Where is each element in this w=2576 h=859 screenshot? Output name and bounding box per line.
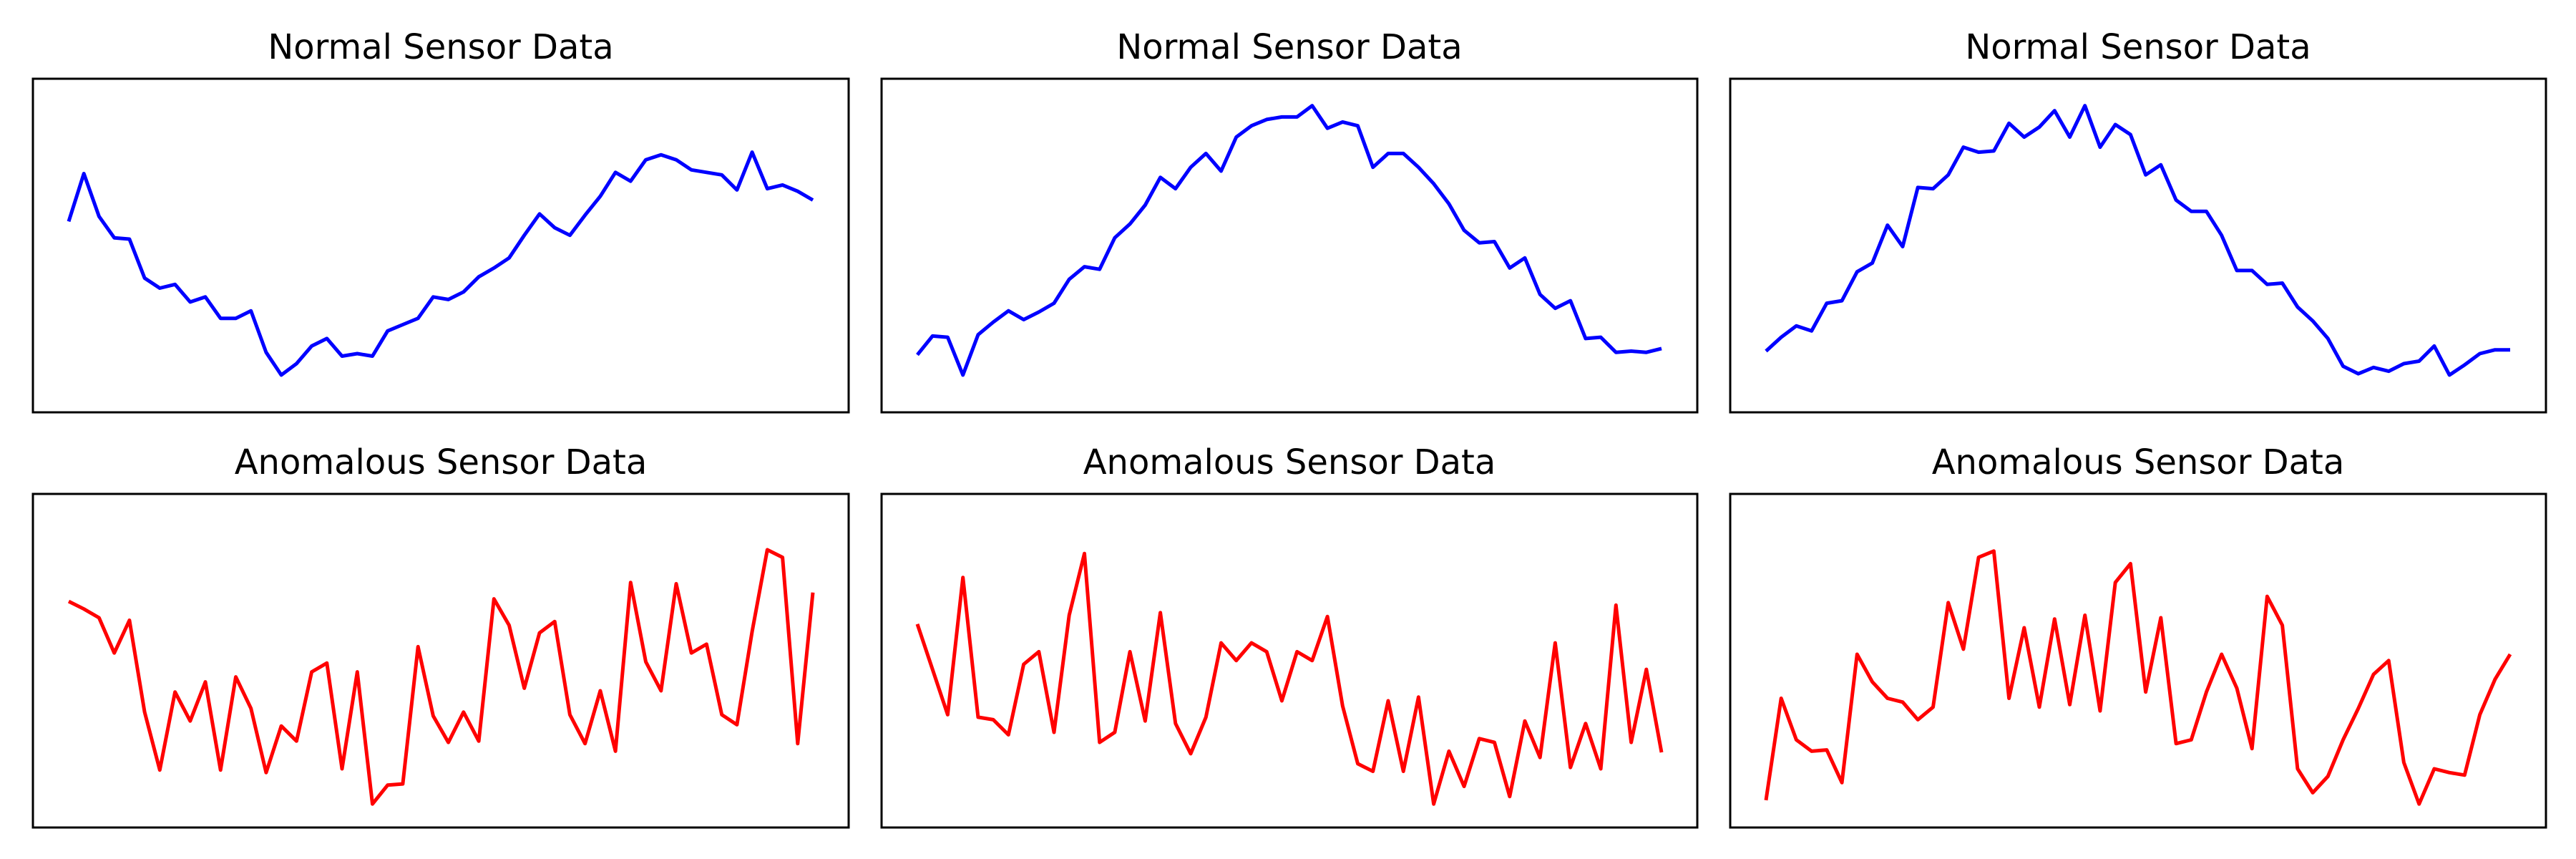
plot-area: [1729, 492, 2547, 829]
series-line: [916, 104, 1662, 377]
axes-frame: [880, 77, 1699, 414]
axes-frame: [31, 77, 850, 414]
chart-title: Normal Sensor Data: [1965, 27, 2311, 67]
chart-panel-5: Anomalous Sensor Data: [880, 430, 1699, 829]
axes-frame: [31, 492, 850, 829]
series-line: [67, 150, 814, 377]
chart-title: Anomalous Sensor Data: [234, 442, 648, 482]
axes-frame: [1729, 77, 2547, 414]
plot-area: [880, 492, 1699, 829]
plot-area: [880, 77, 1699, 414]
plot-area: [1729, 77, 2547, 414]
series-line: [915, 551, 1664, 806]
chart-panel-3: Normal Sensor Data: [1729, 14, 2547, 414]
plot-area: [31, 492, 850, 829]
chart-panel-1: Normal Sensor Data: [31, 14, 850, 414]
chart-title: Anomalous Sensor Data: [1931, 442, 2345, 482]
chart-title: Anomalous Sensor Data: [1083, 442, 1496, 482]
axes-frame: [1729, 492, 2547, 829]
series-line: [1765, 104, 2510, 377]
chart-title: Normal Sensor Data: [1116, 27, 1463, 67]
chart-panel-6: Anomalous Sensor Data: [1729, 430, 2547, 829]
chart-title: Normal Sensor Data: [268, 27, 614, 67]
plot-area: [31, 77, 850, 414]
axes-frame: [880, 492, 1699, 829]
series-line: [1764, 549, 2512, 806]
series-line: [67, 548, 815, 806]
chart-panel-4: Anomalous Sensor Data: [31, 430, 850, 829]
chart-panel-2: Normal Sensor Data: [880, 14, 1699, 414]
